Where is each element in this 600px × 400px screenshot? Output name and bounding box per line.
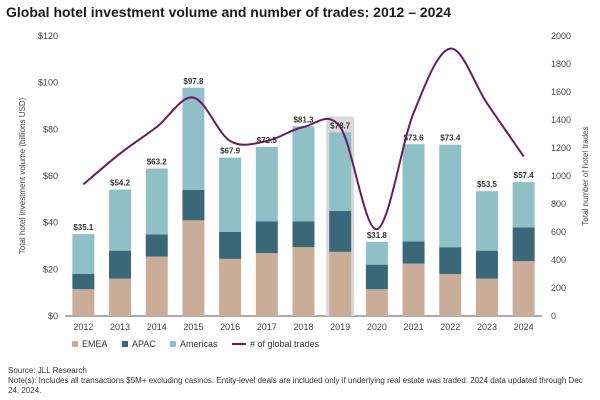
x-tick-label-2020: 2020: [367, 322, 387, 332]
bar-apac-2023: [475, 250, 498, 279]
bar-americas-2012: [72, 234, 95, 274]
bar-americas-2024: [512, 182, 535, 228]
y2-tick-label: 0: [551, 311, 556, 321]
legend-label-americas: Americas: [180, 339, 218, 349]
bar-apac-2012: [72, 274, 95, 290]
bar-apac-2019: [329, 211, 352, 252]
bar-emea-2023: [475, 278, 498, 316]
x-tick-label-2023: 2023: [477, 322, 497, 332]
y2-tick-label: 800: [551, 199, 566, 209]
notes-text: Note(s): Includes all transactions $5M+ …: [8, 376, 583, 395]
y2-tick-label: 2000: [551, 31, 571, 41]
y-tick-label: $40: [43, 218, 58, 228]
bar-americas-2020: [365, 241, 388, 265]
x-tick-label-2017: 2017: [257, 322, 277, 332]
bar-americas-2015: [182, 87, 205, 190]
bar-apac-2020: [365, 264, 388, 290]
bar-total-label-2022: $73.4: [440, 134, 461, 143]
y2-axis-title: Total number of hotel trades: [581, 126, 590, 225]
y-tick-label: $120: [38, 31, 58, 41]
y2-tick-label: 200: [551, 283, 566, 293]
bar-americas-2017: [255, 146, 278, 222]
bar-americas-2022: [439, 144, 462, 248]
y2-tick-label: 1200: [551, 143, 571, 153]
y-axis-title: Total hotel investment volume (billions …: [18, 97, 27, 254]
x-tick-label-2014: 2014: [147, 322, 167, 332]
source-note: Source: JLL Research: [8, 366, 87, 375]
bar-emea-2014: [145, 256, 168, 316]
bar-total-label-2024: $57.4: [514, 171, 535, 180]
bar-apac-2024: [512, 227, 535, 262]
bar-apac-2013: [109, 250, 132, 279]
bar-total-label-2016: $67.9: [220, 147, 241, 156]
x-tick-label-2024: 2024: [514, 322, 534, 332]
x-tick-label-2013: 2013: [110, 322, 130, 332]
legend-label-of-global-trades: # of global trades: [250, 339, 320, 349]
bar-apac-2017: [255, 221, 278, 253]
bar-americas-2023: [475, 191, 498, 251]
bar-emea-2013: [109, 278, 132, 316]
x-tick-label-2021: 2021: [404, 322, 424, 332]
legend-label-emea: EMEA: [82, 339, 108, 349]
y2-tick-label: 1000: [551, 171, 571, 181]
bar-emea-2017: [255, 253, 278, 316]
x-tick-label-2018: 2018: [293, 322, 313, 332]
y2-tick-label: 1600: [551, 87, 571, 97]
bar-emea-2016: [219, 258, 242, 316]
x-tick-label-2016: 2016: [220, 322, 240, 332]
y-tick-label: $80: [43, 124, 58, 134]
bar-total-label-2021: $73.6: [404, 133, 425, 142]
bar-total-label-2020: $31.8: [367, 231, 388, 240]
y2-tick-label: 1400: [551, 115, 571, 125]
chart-footer: Source: JLL Research Note(s): Includes a…: [8, 366, 593, 396]
bar-total-label-2015: $97.8: [183, 77, 204, 86]
legend-swatch-americas: [170, 341, 176, 347]
bar-emea-2020: [365, 289, 388, 316]
bar-emea-2015: [182, 220, 205, 316]
bar-emea-2022: [439, 274, 462, 316]
bar-americas-2019: [329, 132, 352, 211]
x-tick-label-2012: 2012: [73, 322, 93, 332]
bar-americas-2013: [109, 189, 132, 251]
bar-apac-2014: [145, 234, 168, 257]
bar-total-label-2023: $53.5: [477, 180, 498, 189]
bar-americas-2014: [145, 168, 168, 235]
trades-line: [82, 47, 525, 231]
bar-emea-2024: [512, 261, 535, 316]
bar-total-label-2014: $63.2: [147, 158, 168, 167]
bar-americas-2021: [402, 144, 425, 242]
y-tick-label: $100: [38, 78, 58, 88]
y-tick-label: $0: [48, 311, 58, 321]
bar-total-label-2013: $54.2: [110, 179, 131, 188]
bar-apac-2022: [439, 247, 462, 274]
bar-total-label-2018: $81.3: [293, 115, 314, 124]
bar-total-label-2012: $35.1: [73, 223, 94, 232]
bar-americas-2018: [292, 126, 315, 222]
bar-apac-2021: [402, 241, 425, 264]
bar-emea-2021: [402, 263, 425, 316]
bar-americas-2016: [219, 157, 242, 232]
bar-emea-2019: [329, 251, 352, 316]
y-tick-label: $20: [43, 264, 58, 274]
bar-apac-2016: [219, 232, 242, 259]
legend-swatch-apac: [122, 341, 128, 347]
y2-tick-label: 1800: [551, 59, 571, 69]
y2-tick-label: 600: [551, 227, 566, 237]
x-tick-label-2022: 2022: [440, 322, 460, 332]
bar-apac-2018: [292, 221, 315, 248]
y2-tick-label: 400: [551, 255, 566, 265]
y-tick-label: $60: [43, 171, 58, 181]
x-tick-label-2015: 2015: [183, 322, 203, 332]
bar-emea-2012: [72, 289, 95, 316]
legend-label-apac: APAC: [132, 339, 156, 349]
x-tick-label-2019: 2019: [330, 322, 350, 332]
legend-swatch-emea: [72, 341, 78, 347]
chart-title: Global hotel investment volume and numbe…: [6, 4, 452, 20]
bar-emea-2018: [292, 247, 315, 316]
bar-apac-2015: [182, 190, 205, 221]
